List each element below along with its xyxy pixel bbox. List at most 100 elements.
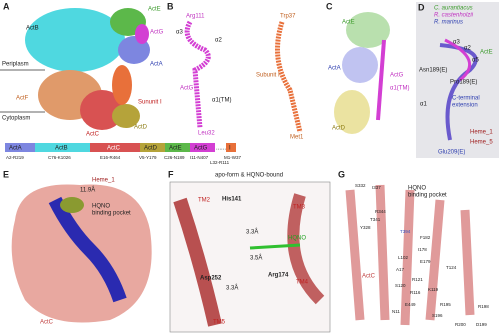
label: ActE (342, 20, 355, 26)
legend-label: ActD (144, 146, 158, 152)
label: 11.9Å (80, 187, 95, 194)
label: TM5 (213, 320, 226, 326)
range-label: L32-R111 (210, 160, 230, 165)
species-label: C. aurantiacus (434, 6, 473, 12)
label: Arg111 (186, 14, 205, 20)
panel-e: E Heme_1 11.9Å HQNO binding pocket ActC (3, 169, 152, 326)
residue-label: S120 (395, 283, 406, 288)
label: ActC (40, 320, 54, 326)
label: ActG (390, 73, 404, 79)
panel-letter: F (168, 169, 174, 179)
helix (173, 197, 222, 327)
label: Sununit I (138, 100, 162, 106)
legend-label: ActE (169, 146, 182, 152)
label: Trp37 (280, 14, 296, 20)
legend: ActA ActB ActC ActD ActE ActG ...... I A… (5, 143, 241, 165)
label: Pro189(E) (450, 80, 477, 86)
label: ActF (16, 96, 29, 102)
label: ActE (148, 7, 161, 13)
label: Met1 (290, 135, 304, 141)
panel-letter: D (418, 2, 425, 12)
label: TM3 (293, 205, 306, 211)
range-label: I11-N407 (190, 155, 209, 160)
species-label: R. castenholzii (434, 13, 474, 19)
label: α2 (464, 46, 471, 52)
label: Heme_1 (470, 130, 493, 136)
label: 3.3Å (226, 285, 238, 292)
label: Leu32 (198, 131, 215, 137)
actd-shape (334, 90, 370, 134)
residue-label: R200 (455, 322, 466, 327)
residue-label: E449 (405, 302, 416, 307)
legend-label: ...... (216, 146, 226, 152)
label: C-terminal (452, 96, 480, 102)
label: α1(TM) (390, 86, 409, 92)
range-label: C26-N189 (164, 155, 185, 160)
panel-letter: E (3, 169, 9, 179)
panel-f: F apo-form & HQNO-bound TM2 His141 TM3 H… (168, 169, 331, 333)
label: His141 (222, 197, 242, 203)
residue-label: A17 (396, 267, 405, 272)
panel-title: apo-form & HQNO-bound (215, 173, 283, 179)
residue-label: N11 (392, 309, 400, 314)
residue-label: F182 (420, 235, 431, 240)
label: α3 (176, 30, 183, 36)
actg-shape (135, 24, 149, 44)
legend-swatch (190, 143, 215, 152)
residue-label: Y328 (360, 225, 371, 230)
label: Periplasm (2, 62, 29, 68)
subunit-shape (112, 65, 132, 105)
panel-d: D C. aurantiacus R. castenholzii R. mari… (416, 2, 499, 158)
panel-c: C ActE ActA ActG α1(TM) ActD (326, 1, 409, 134)
legend-swatch (5, 143, 35, 152)
label: ActG (180, 86, 194, 92)
label: Asn189(E) (419, 68, 447, 74)
acte-shape (346, 12, 390, 48)
label: HQNO (92, 204, 110, 210)
range-label: C76-K1026 (48, 155, 71, 160)
hqno (249, 243, 301, 250)
label: ActD (332, 126, 346, 132)
residue-label: T394 (400, 229, 411, 234)
legend-swatch (140, 143, 165, 152)
residue-label: R116 (410, 290, 421, 295)
residue-label: D199 (476, 322, 487, 327)
panel-b: B Arg111 α3 α2 ActG α1(TM) Leu32 Trp37 S… (167, 1, 304, 140)
residue-label: T341 (370, 217, 381, 222)
label: Cytoplasm (2, 116, 30, 122)
range-label: M1-W37 (224, 155, 241, 160)
legend-swatch (90, 143, 140, 152)
actb-shape (25, 8, 125, 72)
acta-shape (342, 47, 378, 83)
residue-label: R121 (412, 277, 423, 282)
label: Heme_1 (92, 178, 115, 184)
panel-letter: C (326, 1, 333, 11)
label: binding pocket (92, 211, 131, 217)
helices (345, 184, 475, 326)
panel-letter: A (3, 1, 10, 11)
legend-label: I (229, 146, 231, 152)
helix (444, 38, 471, 82)
panel-a: A ActB ActE ActG ActA Periplasm Cytoplas… (0, 1, 164, 138)
label: ActC (362, 274, 376, 280)
label: 3.5Å (250, 255, 262, 262)
label: α1 (420, 102, 427, 108)
residue-label: E179 (420, 259, 431, 264)
hqno-patch (60, 197, 84, 213)
label: binding pocket (408, 193, 447, 199)
residue-label: R195 (440, 302, 451, 307)
helix (184, 20, 211, 129)
legend-label: ActG (194, 146, 208, 152)
label: extension (452, 103, 478, 109)
label: TM2 (198, 198, 211, 204)
helix (287, 193, 325, 305)
panel-letter: B (167, 1, 174, 11)
legend-label: ActC (107, 146, 121, 152)
label: 3.3Å (246, 229, 258, 236)
legend-label: ActA (9, 146, 22, 152)
residue-label: K119 (428, 287, 439, 292)
residue-label: I178 (418, 247, 427, 252)
label: ActA (150, 62, 163, 68)
legend-swatch (226, 143, 236, 152)
range-label: E16-R464 (100, 155, 121, 160)
